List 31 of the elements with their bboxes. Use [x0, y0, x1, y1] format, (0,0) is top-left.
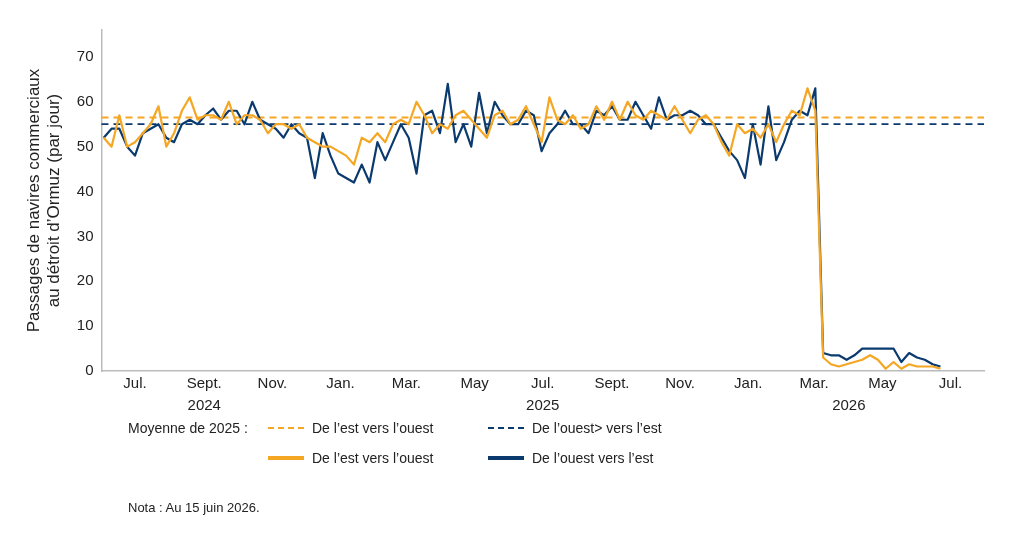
y-tick-label: 40	[76, 181, 94, 199]
legend-title: Moyenne de 2025 :	[128, 420, 249, 436]
x-tick-label: May	[868, 374, 898, 392]
x2-tick-label: 2024	[187, 396, 221, 414]
x-tick-label: Mar.	[391, 374, 422, 392]
y-tick-label: 50	[76, 136, 94, 154]
x-tick-label: Sept.	[186, 374, 222, 392]
y-tick-label: 20	[76, 271, 94, 289]
x2-tick-label: 2026	[832, 396, 866, 414]
legend-label: De l’est vers l’ouest	[312, 450, 434, 466]
y-tick-label: 0	[85, 361, 94, 379]
x-tick-label: Nov.	[257, 374, 288, 392]
y-tick-label: 10	[76, 316, 94, 334]
x-tick-label: Jul.	[938, 374, 963, 392]
legend-label: De l’ouest> vers l’est	[532, 420, 662, 436]
text: Nota : Au 15 juin 2026.	[128, 500, 260, 515]
x-tick-label: Jul.	[531, 374, 555, 392]
x-tick-label: Sept.	[594, 374, 630, 392]
y-tick-label: 30	[76, 226, 94, 244]
x2-tick-label: 2025	[526, 396, 560, 414]
x-tick-label: Nov.	[665, 374, 696, 392]
x-tick-label: Jul.	[123, 374, 147, 392]
legend-label: De l’est vers l’ouest	[312, 420, 434, 436]
x-tick-label: May	[460, 374, 490, 392]
legend-label: De l’ouest vers l’est	[532, 450, 654, 466]
x-tick-label: Mar.	[799, 374, 829, 392]
y-tick-label: 70	[76, 47, 94, 65]
x-tick-label: Jan.	[326, 374, 355, 392]
y-tick-label: 60	[76, 91, 94, 109]
x-tick-label: Jan.	[734, 374, 763, 392]
y-axis-title: Passages de navires commerciaux au détroit d’Ormuz (par jour)	[23, 68, 64, 333]
